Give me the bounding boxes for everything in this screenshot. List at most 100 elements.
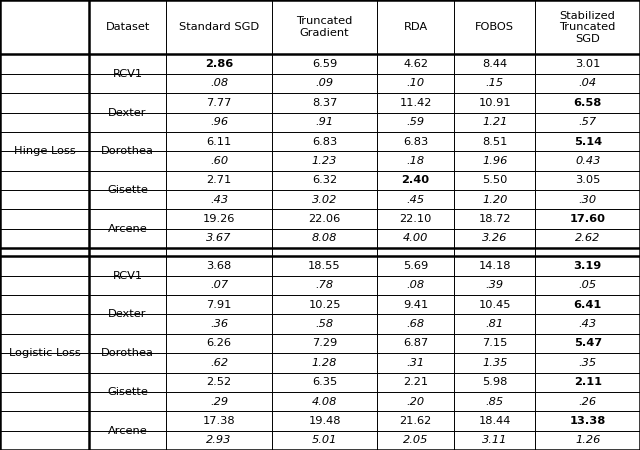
Text: 2.71: 2.71 (207, 176, 232, 185)
Text: .57: .57 (579, 117, 596, 127)
Text: 3.67: 3.67 (207, 234, 232, 243)
Text: Logistic Loss: Logistic Loss (8, 348, 80, 358)
Text: .60: .60 (210, 156, 228, 166)
Text: .30: .30 (579, 195, 596, 205)
Text: Dexter: Dexter (108, 108, 147, 117)
Text: .91: .91 (316, 117, 333, 127)
Text: 2.05: 2.05 (403, 435, 428, 446)
Text: 10.25: 10.25 (308, 300, 340, 310)
Text: 5.98: 5.98 (482, 377, 508, 387)
Text: 11.42: 11.42 (399, 98, 432, 108)
Text: 8.44: 8.44 (482, 59, 508, 69)
Text: .85: .85 (486, 396, 504, 407)
Text: 5.69: 5.69 (403, 261, 428, 271)
Text: 4.08: 4.08 (312, 396, 337, 407)
Text: 3.01: 3.01 (575, 59, 600, 69)
Text: Dataset: Dataset (106, 22, 150, 32)
Text: .43: .43 (210, 195, 228, 205)
Text: 3.19: 3.19 (573, 261, 602, 271)
Text: .78: .78 (316, 280, 333, 290)
Text: 6.11: 6.11 (207, 136, 232, 147)
Text: 1.20: 1.20 (482, 195, 508, 205)
Text: .62: .62 (210, 358, 228, 368)
Text: 8.37: 8.37 (312, 98, 337, 108)
Text: 5.14: 5.14 (573, 136, 602, 147)
Text: 4.62: 4.62 (403, 59, 428, 69)
Text: 5.50: 5.50 (482, 176, 508, 185)
Text: .96: .96 (210, 117, 228, 127)
Text: 6.58: 6.58 (573, 98, 602, 108)
Text: .08: .08 (210, 78, 228, 89)
Text: 3.02: 3.02 (312, 195, 337, 205)
Text: 17.38: 17.38 (203, 416, 236, 426)
Text: .43: .43 (579, 319, 596, 329)
Text: 1.23: 1.23 (312, 156, 337, 166)
Text: 18.55: 18.55 (308, 261, 341, 271)
Text: .39: .39 (486, 280, 504, 290)
Text: Gisette: Gisette (107, 185, 148, 195)
Text: .15: .15 (486, 78, 504, 89)
Text: .59: .59 (406, 117, 425, 127)
Text: 3.68: 3.68 (207, 261, 232, 271)
Text: 21.62: 21.62 (399, 416, 432, 426)
Text: 2.86: 2.86 (205, 59, 233, 69)
Text: .20: .20 (406, 396, 425, 407)
Text: 7.77: 7.77 (207, 98, 232, 108)
Text: 3.11: 3.11 (482, 435, 508, 446)
Text: 2.62: 2.62 (575, 234, 600, 243)
Text: 6.41: 6.41 (573, 300, 602, 310)
Text: Truncated
Gradient: Truncated Gradient (296, 16, 353, 38)
Text: 1.21: 1.21 (482, 117, 508, 127)
Text: 18.72: 18.72 (479, 214, 511, 224)
Text: 22.10: 22.10 (399, 214, 432, 224)
Text: Stabilized
Truncated
SGD: Stabilized Truncated SGD (559, 11, 616, 44)
Text: 7.29: 7.29 (312, 338, 337, 348)
Text: .35: .35 (579, 358, 596, 368)
Text: 6.32: 6.32 (312, 176, 337, 185)
Text: 2.40: 2.40 (401, 176, 429, 185)
Text: .05: .05 (579, 280, 596, 290)
Text: .29: .29 (210, 396, 228, 407)
Text: 0.43: 0.43 (575, 156, 600, 166)
Text: 4.00: 4.00 (403, 234, 428, 243)
Text: RCV1: RCV1 (113, 69, 143, 79)
Text: .45: .45 (406, 195, 425, 205)
Text: Arcene: Arcene (108, 426, 147, 436)
Text: 19.26: 19.26 (203, 214, 236, 224)
Text: Gisette: Gisette (107, 387, 148, 397)
Text: 1.28: 1.28 (312, 358, 337, 368)
Text: .26: .26 (579, 396, 596, 407)
Text: 18.44: 18.44 (479, 416, 511, 426)
Text: Dorothea: Dorothea (101, 146, 154, 156)
Text: 19.48: 19.48 (308, 416, 340, 426)
Text: 6.83: 6.83 (312, 136, 337, 147)
Text: 1.26: 1.26 (575, 435, 600, 446)
Text: 2.11: 2.11 (573, 377, 602, 387)
Text: 1.35: 1.35 (482, 358, 508, 368)
Text: 6.87: 6.87 (403, 338, 428, 348)
Text: 7.91: 7.91 (207, 300, 232, 310)
Text: 3.26: 3.26 (482, 234, 508, 243)
Text: 14.18: 14.18 (479, 261, 511, 271)
Text: 8.51: 8.51 (482, 136, 508, 147)
Text: 9.41: 9.41 (403, 300, 428, 310)
Text: Hinge Loss: Hinge Loss (13, 146, 76, 156)
Text: 5.47: 5.47 (573, 338, 602, 348)
Text: .10: .10 (406, 78, 425, 89)
Text: 6.59: 6.59 (312, 59, 337, 69)
Text: 13.38: 13.38 (570, 416, 606, 426)
Text: .07: .07 (210, 280, 228, 290)
Text: 10.91: 10.91 (478, 98, 511, 108)
Text: 3.05: 3.05 (575, 176, 600, 185)
Text: .09: .09 (316, 78, 333, 89)
Text: 8.08: 8.08 (312, 234, 337, 243)
Text: 6.26: 6.26 (207, 338, 232, 348)
Text: .31: .31 (406, 358, 425, 368)
Text: .04: .04 (579, 78, 596, 89)
Text: Arcene: Arcene (108, 224, 147, 234)
Text: .58: .58 (316, 319, 333, 329)
Text: Standard SGD: Standard SGD (179, 22, 259, 32)
Text: .68: .68 (406, 319, 425, 329)
Text: 22.06: 22.06 (308, 214, 340, 224)
Text: 10.45: 10.45 (479, 300, 511, 310)
